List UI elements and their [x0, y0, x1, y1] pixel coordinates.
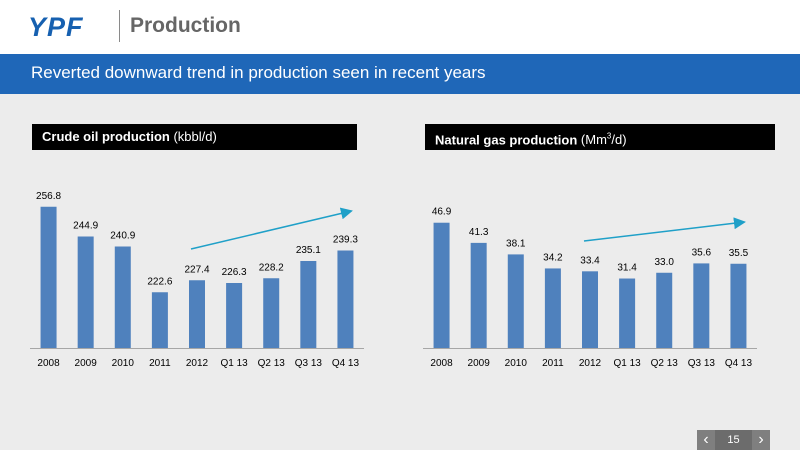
crude-oil-bar — [337, 250, 354, 348]
crude-oil-tick-label: 2008 — [37, 358, 60, 369]
natural-gas-data-label: 41.3 — [469, 227, 489, 238]
natural-gas-tick-label: Q4 13 — [725, 358, 753, 369]
crude-oil-tick-label: Q3 13 — [295, 358, 323, 369]
natural-gas-data-label: 35.5 — [729, 248, 749, 259]
crude-oil-data-label: 240.9 — [110, 231, 135, 242]
header-divider — [119, 10, 120, 42]
crude-oil-bar — [114, 246, 131, 348]
natural-gas-bar — [656, 272, 673, 348]
chevron-right-icon: › — [758, 431, 764, 448]
crude-oil-bar — [263, 278, 280, 348]
crude-oil-chart-title: Crude oil production — [42, 129, 170, 144]
natural-gas-tick-label: 2008 — [430, 358, 453, 369]
natural-gas-tick-label: 2012 — [579, 358, 602, 369]
crude-oil-tick-label: Q4 13 — [332, 358, 360, 369]
natural-gas-tick-label: Q3 13 — [688, 358, 716, 369]
natural-gas-bar — [693, 263, 710, 348]
page-title: Production — [130, 14, 241, 37]
chevron-left-icon: ‹ — [703, 431, 709, 448]
prev-page-button[interactable]: ‹ — [697, 430, 715, 450]
content-area — [0, 94, 800, 450]
crude-oil-tick-label: 2009 — [75, 358, 98, 369]
natural-gas-data-label: 46.9 — [432, 207, 452, 218]
natural-gas-bar — [544, 268, 561, 348]
natural-gas-data-label: 35.6 — [692, 247, 712, 258]
crude-oil-bar — [151, 292, 168, 348]
natural-gas-bar — [507, 254, 524, 348]
natural-gas-tick-label: Q2 13 — [651, 358, 679, 369]
crude-oil-chart-unit: (kbbl/d) — [173, 129, 217, 144]
natural-gas-tick-label: 2010 — [505, 358, 528, 369]
page-number: 15 — [715, 430, 752, 450]
natural-gas-data-label: 33.4 — [580, 255, 600, 266]
natural-gas-chart-unit: (Mm3/d) — [580, 132, 627, 148]
natural-gas-bar — [619, 278, 636, 348]
crude-oil-bar — [226, 283, 243, 348]
natural-gas-bar — [582, 271, 598, 348]
natural-gas-bar — [433, 222, 450, 348]
natural-gas-data-label: 33.0 — [654, 257, 674, 268]
natural-gas-data-label: 34.2 — [543, 252, 563, 263]
crude-oil-tick-label: 2012 — [186, 358, 209, 369]
crude-oil-trend-arrow — [190, 207, 353, 250]
crude-oil-data-label: 256.8 — [36, 191, 61, 202]
crude-oil-data-label: 235.1 — [296, 245, 321, 256]
natural-gas-bar — [470, 242, 487, 348]
natural-gas-chart-title: Natural gas production — [435, 132, 578, 148]
crude-oil-tick-label: Q1 13 — [220, 358, 248, 369]
crude-oil-bar-chart: 256.8 2008 244.9 2009 240.9 2010 222.6 2011 227.… — [30, 191, 364, 369]
crude-oil-bar — [40, 206, 57, 348]
crude-oil-tick-label: Q2 13 — [258, 358, 286, 369]
crude-oil-tick-label: 2011 — [149, 358, 171, 369]
next-page-button[interactable]: › — [752, 430, 770, 450]
natural-gas-chart-header: Natural gas production (Mm3/d) — [425, 124, 775, 150]
ypf-logo: YPF — [28, 12, 84, 42]
crude-oil-data-label: 222.6 — [147, 276, 172, 287]
natural-gas-data-label: 38.1 — [506, 238, 526, 249]
banner-text: Reverted downward trend in production se… — [31, 63, 486, 82]
crude-oil-data-label: 227.4 — [184, 264, 209, 275]
crude-oil-data-label: 244.9 — [73, 221, 98, 232]
crude-oil-data-label: 239.3 — [333, 235, 358, 246]
crude-oil-bar — [189, 280, 205, 348]
header: YPF Production — [0, 0, 800, 54]
crude-oil-tick-label: 2010 — [112, 358, 135, 369]
natural-gas-tick-label: 2009 — [468, 358, 491, 369]
natural-gas-trend-arrow — [583, 217, 746, 242]
crude-oil-data-label: 226.3 — [222, 267, 247, 278]
natural-gas-tick-label: 2011 — [542, 358, 564, 369]
banner — [0, 54, 800, 94]
natural-gas-bar-chart: 46.9 2008 41.3 2009 38.1 2010 34.2 2011 33.4 2012… — [423, 207, 757, 369]
crude-oil-chart-header: Crude oil production (kbbl/d) — [32, 124, 357, 150]
natural-gas-bar — [730, 263, 747, 348]
crude-oil-bar — [300, 261, 317, 348]
natural-gas-tick-label: Q1 13 — [613, 358, 641, 369]
crude-oil-data-label: 228.2 — [259, 262, 284, 273]
crude-oil-bar — [77, 236, 94, 348]
natural-gas-data-label: 31.4 — [617, 263, 637, 274]
